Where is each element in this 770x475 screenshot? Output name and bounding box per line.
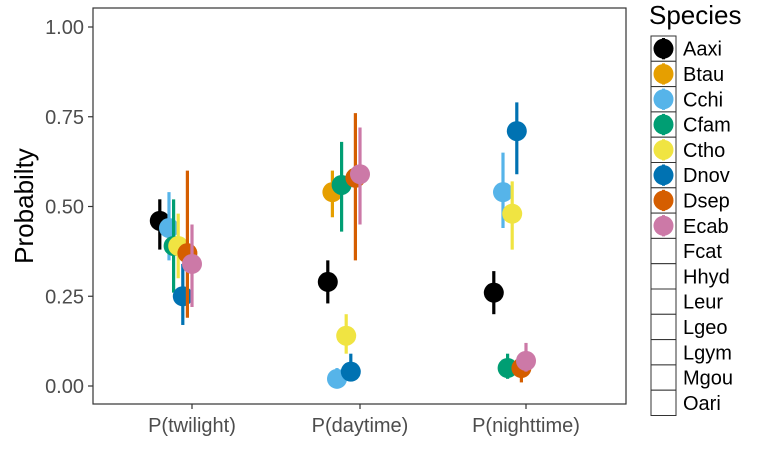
legend-item-aaxi: Aaxi bbox=[650, 35, 722, 62]
legend-label: Fcat bbox=[683, 241, 722, 263]
legend-item-cfam: Cfam bbox=[650, 111, 731, 138]
point-ecab bbox=[516, 342, 536, 372]
legend-item-dsep: Dsep bbox=[650, 187, 730, 214]
legend-item-leur: Leur bbox=[650, 288, 723, 315]
legend-label: Dsep bbox=[683, 190, 730, 212]
point-dnov bbox=[506, 102, 527, 175]
point-ctho bbox=[336, 314, 357, 354]
legend-key bbox=[650, 263, 677, 290]
legend-label: Cfam bbox=[683, 115, 731, 137]
legend-label: Ecab bbox=[683, 216, 729, 238]
legend-label: Ctho bbox=[683, 140, 725, 162]
legend-item-fcat: Fcat bbox=[650, 237, 722, 265]
y-tick-label: 1.00 bbox=[45, 17, 84, 39]
legend-key bbox=[650, 339, 677, 366]
legend-key-marker bbox=[653, 38, 674, 59]
legend-label: Dnov bbox=[683, 165, 730, 187]
legend-label: Cchi bbox=[683, 89, 723, 111]
legend-label: Aaxi bbox=[683, 39, 722, 61]
legend-key-marker bbox=[653, 190, 674, 211]
y-tick-label: 0.25 bbox=[45, 286, 84, 308]
point-marker bbox=[493, 182, 513, 203]
point-ecab bbox=[350, 127, 370, 225]
point-aaxi bbox=[483, 271, 504, 315]
legend-item-mgou: Mgou bbox=[650, 364, 733, 391]
legend-key bbox=[650, 313, 677, 341]
legend-label: Mgou bbox=[683, 368, 733, 390]
point-marker bbox=[182, 253, 202, 274]
legend-key bbox=[650, 237, 677, 265]
y-axis: 0.00 0.25 0.50 0.75 1.00 bbox=[45, 17, 93, 398]
legend-key-marker bbox=[653, 63, 674, 84]
point-cfam bbox=[497, 353, 518, 379]
y-tick-label: 0.75 bbox=[45, 107, 84, 129]
point-dnov bbox=[340, 353, 361, 382]
point-marker bbox=[317, 271, 338, 292]
legend-key bbox=[650, 288, 677, 315]
x-tick-label: P(daytime) bbox=[312, 415, 409, 437]
point-marker bbox=[336, 325, 357, 346]
point-marker bbox=[172, 286, 193, 307]
point-marker bbox=[483, 282, 504, 303]
point-marker bbox=[350, 164, 370, 185]
legend-item-lgeo: Lgeo bbox=[650, 313, 728, 341]
legend-key-marker bbox=[653, 139, 674, 160]
legend-item-hhyd: Hhyd bbox=[650, 263, 730, 290]
point-aaxi bbox=[317, 260, 338, 304]
legend: Species Aaxi Btau Cchi Cfam Ctho Dnov Dsep Ecab… bbox=[649, 0, 742, 417]
legend-item-btau: Btau bbox=[650, 60, 724, 88]
legend-label: Btau bbox=[683, 64, 724, 86]
x-tick-label: P(twilight) bbox=[148, 415, 236, 437]
x-tick-label: P(nighttime) bbox=[472, 415, 580, 437]
legend-label: Lgeo bbox=[683, 317, 728, 339]
legend-label: Hhyd bbox=[683, 266, 730, 288]
legend-label: Oari bbox=[683, 393, 721, 415]
chart-marks bbox=[149, 102, 536, 389]
legend-key-marker bbox=[653, 165, 674, 186]
x-axis: P(twilight) P(daytime) P(nighttime) bbox=[148, 404, 580, 437]
legend-item-dnov: Dnov bbox=[650, 162, 730, 189]
y-tick-label: 0.50 bbox=[45, 197, 84, 219]
legend-key-marker bbox=[653, 114, 674, 135]
legend-item-ecab: Ecab bbox=[650, 212, 729, 239]
point-ctho bbox=[502, 181, 523, 250]
legend-item-oari: Oari bbox=[650, 389, 721, 417]
legend-item-cchi: Cchi bbox=[650, 86, 723, 113]
legend-key bbox=[650, 364, 677, 391]
legend-item-lgym: Lgym bbox=[650, 339, 732, 366]
legend-key bbox=[650, 389, 677, 417]
point-marker bbox=[159, 218, 179, 239]
legend-key-marker bbox=[653, 215, 674, 236]
point-marker bbox=[502, 203, 523, 224]
legend-title: Species bbox=[649, 0, 742, 30]
point-marker bbox=[497, 358, 518, 379]
legend-label: Leur bbox=[683, 292, 723, 314]
legend-label: Lgym bbox=[683, 342, 732, 364]
y-tick-label: 0.00 bbox=[45, 376, 84, 398]
point-marker bbox=[506, 121, 527, 142]
point-marker bbox=[516, 350, 536, 371]
legend-key-marker bbox=[653, 89, 674, 110]
point-ecab bbox=[182, 224, 202, 308]
y-axis-title: Probabilty bbox=[9, 148, 39, 264]
legend-item-ctho: Ctho bbox=[650, 136, 725, 163]
point-marker bbox=[340, 361, 361, 382]
